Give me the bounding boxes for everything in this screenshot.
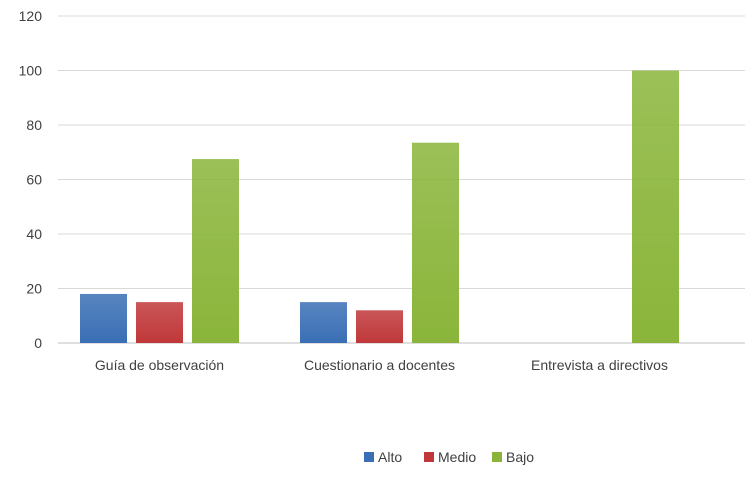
legend-label-bajo: Bajo bbox=[506, 449, 534, 465]
bar-alto bbox=[300, 302, 347, 343]
legend-label-medio: Medio bbox=[438, 449, 476, 465]
legend-swatch-bajo bbox=[492, 452, 502, 462]
legend-swatch-alto bbox=[364, 452, 374, 462]
bar-bajo bbox=[192, 159, 239, 343]
y-tick-label: 100 bbox=[19, 63, 43, 79]
x-category-label: Cuestionario a docentes bbox=[304, 357, 455, 373]
y-tick-label: 0 bbox=[34, 335, 42, 351]
bar-alto bbox=[80, 293, 127, 343]
legend: Alto Medio Bajo bbox=[364, 449, 534, 465]
y-tick-label: 40 bbox=[26, 226, 42, 242]
bars bbox=[80, 70, 679, 343]
x-category-label: Entrevista a directivos bbox=[531, 357, 668, 373]
legend-swatch-medio bbox=[424, 452, 434, 462]
bar-medio bbox=[136, 302, 183, 343]
bar-medio bbox=[356, 310, 403, 343]
y-tick-label: 60 bbox=[26, 172, 42, 188]
bar-bajo bbox=[632, 70, 679, 343]
y-tick-label: 120 bbox=[19, 8, 43, 24]
y-axis-ticks: 0 20 40 60 80 100 120 bbox=[19, 8, 43, 351]
y-tick-label: 20 bbox=[26, 281, 42, 297]
x-category-label: Guía de observación bbox=[95, 357, 224, 373]
bar-bajo bbox=[412, 142, 459, 343]
gridlines bbox=[58, 15, 745, 344]
x-axis-labels: Guía de observación Cuestionario a docent… bbox=[95, 357, 668, 373]
legend-label-alto: Alto bbox=[378, 449, 402, 465]
y-tick-label: 80 bbox=[26, 117, 42, 133]
